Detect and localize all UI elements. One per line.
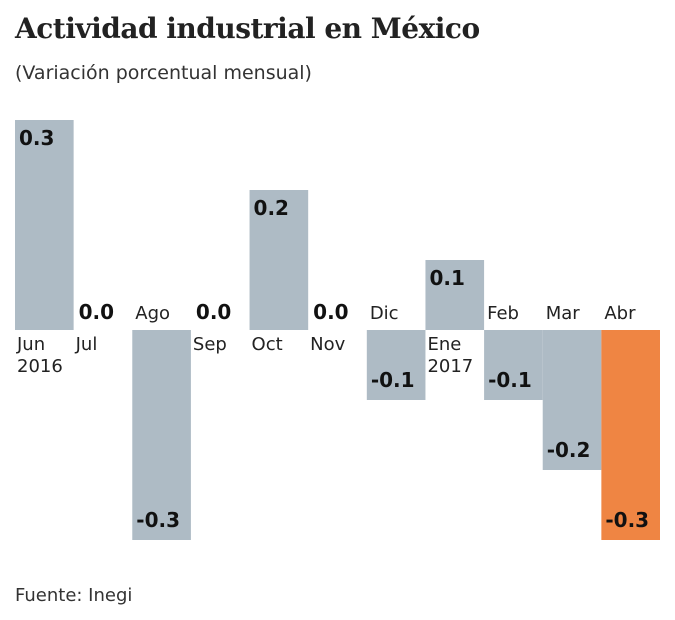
bar [249,190,309,330]
x-tick-label: Feb [487,303,519,324]
x-tick-label: Dic [369,303,399,324]
x-tick-label: Abr [604,303,636,324]
value-label: -0.2 [546,438,591,462]
value-label: 0.0 [78,300,115,324]
value-label: 0.3 [19,126,55,150]
value-label: 0.0 [195,300,232,324]
x-tick-label: Ene 2017 [427,334,474,377]
bar [132,330,191,540]
value-label: -0.3 [605,508,650,532]
chart-title: Actividad industrial en México [15,12,480,45]
value-label: -0.3 [136,508,180,532]
chart-subtitle: (Variación porcentual mensual) [15,62,312,84]
bar [366,330,426,400]
value-label: -0.1 [370,368,415,392]
x-tick-label: Sep [192,334,227,355]
value-label: 0.2 [253,196,289,220]
value-label: -0.1 [488,368,532,392]
x-tick-label: Jun 2016 [17,334,63,377]
source: Fuente: Inegi [15,585,133,606]
value-label: 0.0 [313,300,349,324]
x-tick-label: Jul [75,334,98,355]
bar [15,120,74,330]
bar [425,260,485,330]
bar [601,330,660,540]
x-tick-label: Ago [135,303,171,324]
bar [542,330,602,470]
x-tick-label: Oct [251,334,283,355]
x-tick-label: Mar [545,303,580,324]
value-label: 0.1 [429,266,465,290]
bar [484,330,543,400]
x-tick-label: Nov [310,334,346,355]
